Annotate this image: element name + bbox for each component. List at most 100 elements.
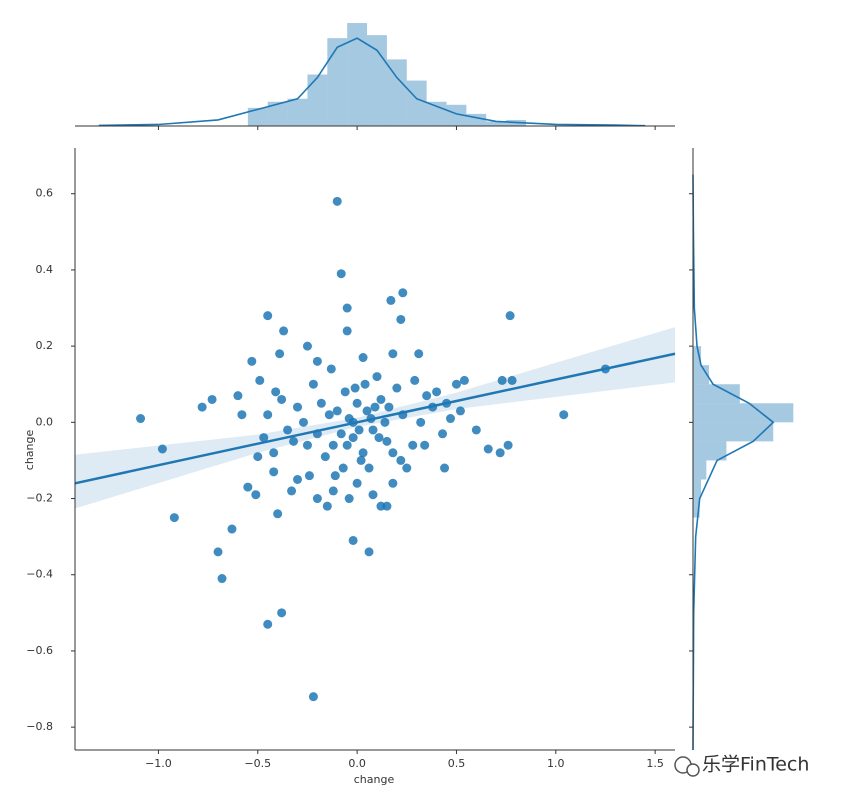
y-tick-label: 0.6 — [36, 187, 54, 200]
scatter-point — [497, 375, 507, 385]
histogram-bar — [693, 479, 702, 499]
scatter-point — [360, 379, 370, 389]
histogram-bar — [287, 98, 308, 126]
y-tick-label: 0.4 — [36, 263, 54, 276]
scatter-point — [293, 474, 303, 484]
histogram-bar — [426, 101, 447, 126]
scatter-point — [416, 417, 426, 427]
scatter-point — [269, 448, 279, 458]
scatter-point — [237, 410, 247, 420]
histogram-bar — [693, 346, 702, 366]
scatter-point — [348, 433, 358, 443]
scatter-point — [348, 535, 358, 545]
x-axis-label: change — [354, 773, 395, 786]
scatter-point — [559, 410, 569, 420]
scatter-point — [336, 269, 346, 279]
scatter-point — [328, 486, 338, 496]
scatter-point — [277, 394, 287, 404]
scatter-point — [376, 394, 386, 404]
scatter-point — [398, 288, 408, 298]
scatter-point — [396, 314, 406, 324]
x-tick-label: 1.5 — [646, 757, 664, 770]
scatter-point — [269, 467, 279, 477]
scatter-point — [253, 452, 263, 462]
scatter-point — [352, 398, 362, 408]
histogram-bar — [307, 74, 328, 126]
scatter-point — [459, 375, 469, 385]
scatter-point — [271, 387, 281, 397]
scatter-point — [312, 356, 322, 366]
scatter-point — [364, 463, 374, 473]
watermark-icon — [674, 756, 700, 777]
x-tick-label: 0.0 — [348, 757, 366, 770]
scatter-point — [362, 406, 372, 416]
scatter-point — [471, 425, 481, 435]
scatter-point — [495, 448, 505, 458]
scatter-point — [308, 692, 318, 702]
scatter-point — [233, 391, 243, 401]
histogram-bar — [693, 384, 740, 404]
histogram-bar — [446, 104, 467, 126]
histogram-bar — [486, 121, 507, 126]
x-tick-label: −0.5 — [244, 757, 271, 770]
scatter-point — [388, 478, 398, 488]
y-tick-label: −0.8 — [26, 720, 53, 733]
scatter-point — [247, 356, 257, 366]
scatter-point — [503, 440, 513, 450]
scatter-point — [322, 501, 332, 511]
histogram-bar — [386, 59, 407, 126]
scatter-point — [289, 436, 299, 446]
scatter-point — [263, 410, 273, 420]
scatter-point — [275, 349, 285, 359]
scatter-point — [438, 429, 448, 439]
histogram-bar — [267, 101, 288, 126]
scatter-point — [451, 379, 461, 389]
histogram-bar — [247, 107, 268, 126]
scatter-point — [263, 619, 273, 629]
scatter-point — [308, 379, 318, 389]
scatter-point — [392, 383, 402, 393]
y-tick-label: 0.2 — [36, 339, 54, 352]
scatter-point — [344, 494, 354, 504]
scatter-point — [328, 440, 338, 450]
scatter-point — [350, 383, 360, 393]
scatter-point — [505, 311, 515, 321]
scatter-point — [336, 429, 346, 439]
scatter-point — [293, 402, 303, 412]
scatter-point — [352, 478, 362, 488]
scatter-point — [259, 433, 269, 443]
x-tick-label: 1.0 — [547, 757, 565, 770]
scatter-point — [243, 482, 253, 492]
scatter-point — [302, 440, 312, 450]
scatter-point — [312, 494, 322, 504]
scatter-point — [384, 402, 394, 412]
histogram-bar — [693, 422, 774, 442]
histogram-bar — [693, 365, 710, 385]
scatter-point — [320, 452, 330, 462]
kde-curve — [98, 37, 646, 127]
scatter-point — [207, 394, 217, 404]
scatter-point — [382, 436, 392, 446]
scatter-point — [396, 455, 406, 465]
scatter-point — [402, 463, 412, 473]
histogram-bar — [693, 460, 707, 480]
scatter-point — [302, 341, 312, 351]
scatter-point — [324, 410, 334, 420]
scatter-point — [342, 303, 352, 313]
scatter-point — [287, 486, 297, 496]
histogram-bar — [367, 35, 387, 127]
watermark: 乐学FinTech — [702, 754, 809, 776]
x-tick-label: −1.0 — [145, 757, 172, 770]
watermark-icon-ring — [686, 763, 700, 777]
y-tick-label: 0.0 — [36, 415, 54, 428]
scatter-point — [332, 196, 342, 206]
scatter-point — [368, 425, 378, 435]
scatter-point — [227, 524, 237, 534]
scatter-point — [157, 444, 167, 454]
scatter-point — [483, 444, 493, 454]
scatter-point — [368, 490, 378, 500]
scatter-point — [316, 398, 326, 408]
scatter-point — [136, 414, 146, 424]
y-tick-label: −0.6 — [26, 644, 53, 657]
